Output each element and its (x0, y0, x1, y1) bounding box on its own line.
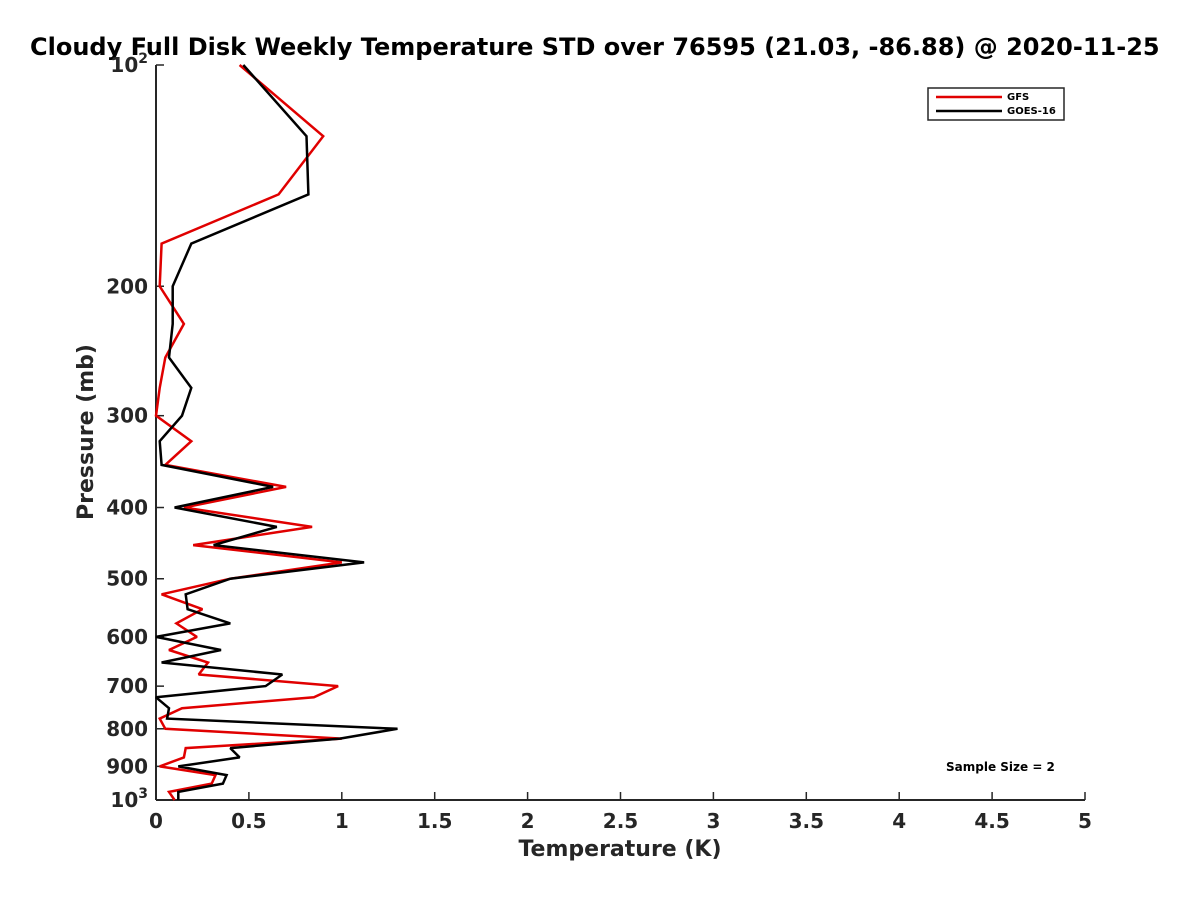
y-tick-label: 400 (106, 496, 148, 520)
x-tick-label: 3 (706, 809, 720, 833)
y-tick-label: 300 (106, 404, 148, 428)
y-tick-label: 800 (106, 717, 148, 741)
axes (155, 65, 1085, 801)
y-tick-label: 900 (106, 754, 148, 778)
y-axis-label: Pressure (mb) (74, 344, 99, 520)
legend-box (927, 87, 1065, 121)
x-tick-label: 4 (892, 809, 906, 833)
x-tick-label: 1 (335, 809, 349, 833)
y-tick-label: 200 (106, 274, 148, 298)
y-tick-label: 102 (110, 51, 148, 77)
x-tick-label: 2.5 (603, 809, 638, 833)
sample-size-annotation: Sample Size = 2 (946, 760, 1055, 774)
series-line-goes16 (155, 64, 398, 800)
series-line-gfs (154, 64, 342, 801)
chart-title: Cloudy Full Disk Weekly Temperature STD … (30, 33, 1160, 61)
y-tick-label: 700 (106, 674, 148, 698)
x-tick-label: 3.5 (789, 809, 824, 833)
x-tick-label: 1.5 (417, 809, 452, 833)
x-ticks: 0 0.5 1 1.5 2 2.5 3 3.5 4 4.5 5 (149, 792, 1092, 833)
y-ticks: 102 200 300 400 500 600 700 800 900 103 (106, 51, 164, 812)
legend: GFS GOES-16 (927, 87, 1065, 121)
legend-label-goes16: GOES-16 (1007, 106, 1056, 117)
y-tick-label: 500 (106, 567, 148, 591)
x-tick-label: 0 (149, 809, 163, 833)
x-tick-label: 2 (521, 809, 535, 833)
series-group (154, 64, 398, 801)
legend-label-gfs: GFS (1007, 92, 1029, 103)
y-tick-label: 103 (110, 786, 148, 812)
y-tick-label: 600 (106, 625, 148, 649)
x-tick-label: 5 (1078, 809, 1092, 833)
x-axis-label: Temperature (K) (518, 837, 721, 862)
x-tick-label: 0.5 (231, 809, 266, 833)
x-tick-label: 4.5 (974, 809, 1009, 833)
